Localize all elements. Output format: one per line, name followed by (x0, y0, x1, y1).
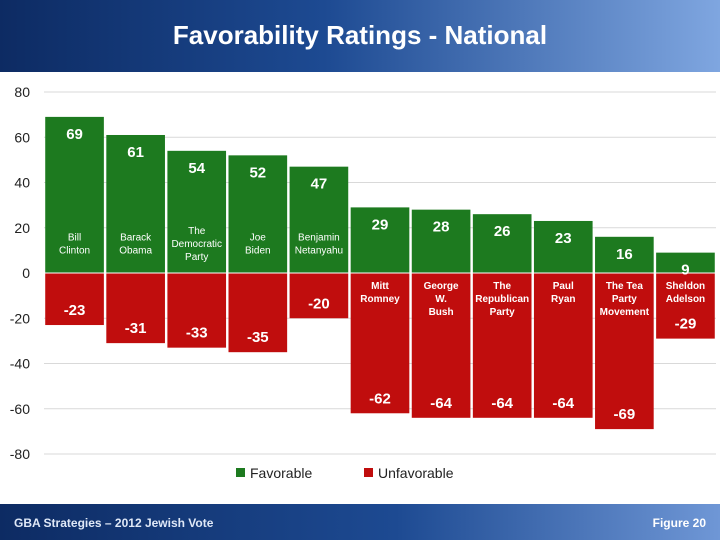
category-label: The Democratic Party (171, 226, 222, 263)
category-label: Sheldon Adelson (666, 281, 705, 305)
y-tick-label: -60 (10, 401, 30, 417)
favorable-bar (228, 155, 288, 273)
unfavorable-value-label: -33 (186, 325, 208, 342)
unfavorable-value-label: -64 (430, 395, 452, 412)
unfavorable-bar (289, 273, 349, 319)
y-tick-label: -20 (10, 310, 30, 326)
y-tick-label: -80 (10, 446, 30, 462)
unfavorable-bar (106, 273, 165, 344)
unfavorable-value-label: -31 (125, 320, 147, 337)
category-label: Paul Ryan (551, 281, 575, 305)
favorable-value-label: 61 (127, 144, 144, 161)
footer-banner: GBA Strategies – 2012 Jewish Vote Figure… (0, 504, 720, 540)
legend-label-favorable: Favorable (250, 465, 312, 481)
category-label: Mitt Romney (360, 281, 400, 305)
y-tick-label: 60 (14, 129, 30, 145)
favorable-bar (411, 209, 471, 273)
favorable-value-label: 69 (66, 126, 83, 143)
legend-swatch-favorable (236, 468, 245, 477)
favorable-bar (106, 134, 165, 273)
category-label: Barack Obama (119, 233, 152, 257)
unfavorable-bar (595, 273, 654, 430)
favorable-bar (289, 166, 349, 273)
favorable-value-label: 29 (372, 216, 389, 233)
figure-number: Figure 20 (652, 516, 706, 530)
legend-swatch-unfavorable (364, 468, 373, 477)
bar-chart: 80 60 40 20 0 -20 -40 -60 -80 69 -23 Bill Clinton 61 -… (10, 84, 716, 481)
favorable-bar (472, 214, 532, 273)
favorable-bar (656, 252, 715, 273)
category-label: The Republican Party (475, 281, 529, 318)
legend-label-unfavorable: Unfavorable (378, 465, 454, 481)
y-tick-label: 40 (14, 175, 30, 191)
favorable-bar (167, 150, 227, 273)
category-label: The Tea Party Movement (600, 281, 650, 318)
favorable-bar (45, 116, 104, 273)
unfavorable-bar (228, 273, 288, 353)
unfavorable-bar (472, 273, 532, 418)
unfavorable-value-label: -62 (369, 390, 391, 407)
favorable-value-label: 9 (681, 262, 689, 279)
unfavorable-value-label: -23 (64, 302, 86, 319)
footer-source: GBA Strategies – 2012 Jewish Vote (14, 516, 214, 530)
y-tick-label: -40 (10, 356, 30, 372)
favorable-value-label: 47 (311, 176, 328, 193)
favorable-value-label: 26 (494, 223, 511, 240)
favorable-bar (533, 220, 593, 273)
y-tick-label: 80 (14, 84, 30, 100)
page-title: Favorability Ratings - National (172, 20, 548, 50)
unfavorable-value-label: -20 (308, 295, 330, 312)
unfavorable-value-label: -69 (614, 406, 636, 423)
favorable-value-label: 23 (555, 230, 572, 247)
category-label: Bill Clinton (59, 233, 90, 257)
favorable-value-label: 16 (616, 246, 633, 263)
unfavorable-value-label: -29 (675, 316, 697, 333)
favorable-bar (595, 236, 654, 273)
category-label: George W. Bush (424, 281, 459, 318)
unfavorable-bar (533, 273, 593, 418)
unfavorable-value-label: -64 (552, 395, 574, 412)
y-tick-label: 20 (14, 220, 30, 236)
category-label: Joe Biden (245, 233, 271, 257)
unfavorable-bar (350, 273, 410, 414)
unfavorable-bar (167, 273, 227, 348)
favorable-bar (350, 207, 410, 273)
category-label: Benjamin Netanyahu (295, 233, 343, 257)
unfavorable-bar (656, 273, 715, 339)
y-tick-label: 0 (22, 265, 30, 281)
favorable-value-label: 52 (249, 164, 266, 181)
unfavorable-bar (45, 273, 104, 326)
unfavorable-value-label: -64 (491, 395, 513, 412)
favorable-value-label: 28 (433, 219, 450, 236)
unfavorable-bar (411, 273, 471, 418)
title-banner: Favorability Ratings - National (0, 0, 720, 72)
unfavorable-value-label: -35 (247, 329, 269, 346)
favorable-value-label: 54 (188, 160, 205, 177)
